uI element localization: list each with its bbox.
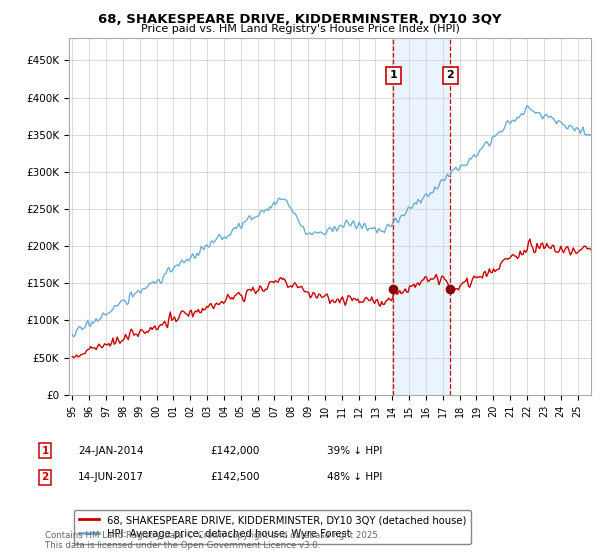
Text: 2: 2: [41, 472, 49, 482]
Text: 1: 1: [389, 70, 397, 80]
Legend: 68, SHAKESPEARE DRIVE, KIDDERMINSTER, DY10 3QY (detached house), HPI: Average pr: 68, SHAKESPEARE DRIVE, KIDDERMINSTER, DY…: [74, 510, 472, 544]
Text: 68, SHAKESPEARE DRIVE, KIDDERMINSTER, DY10 3QY: 68, SHAKESPEARE DRIVE, KIDDERMINSTER, DY…: [98, 13, 502, 26]
Text: 39% ↓ HPI: 39% ↓ HPI: [327, 446, 382, 456]
Text: £142,500: £142,500: [210, 472, 260, 482]
Text: 48% ↓ HPI: 48% ↓ HPI: [327, 472, 382, 482]
Bar: [394, 38, 451, 395]
Text: 14-JUN-2017: 14-JUN-2017: [78, 472, 144, 482]
Text: 1: 1: [41, 446, 49, 456]
Text: Contains HM Land Registry data © Crown copyright and database right 2025.
This d: Contains HM Land Registry data © Crown c…: [45, 530, 380, 550]
Text: £142,000: £142,000: [210, 446, 259, 456]
Text: 2: 2: [446, 70, 454, 80]
Text: 24-JAN-2014: 24-JAN-2014: [78, 446, 143, 456]
Text: Price paid vs. HM Land Registry's House Price Index (HPI): Price paid vs. HM Land Registry's House …: [140, 24, 460, 34]
